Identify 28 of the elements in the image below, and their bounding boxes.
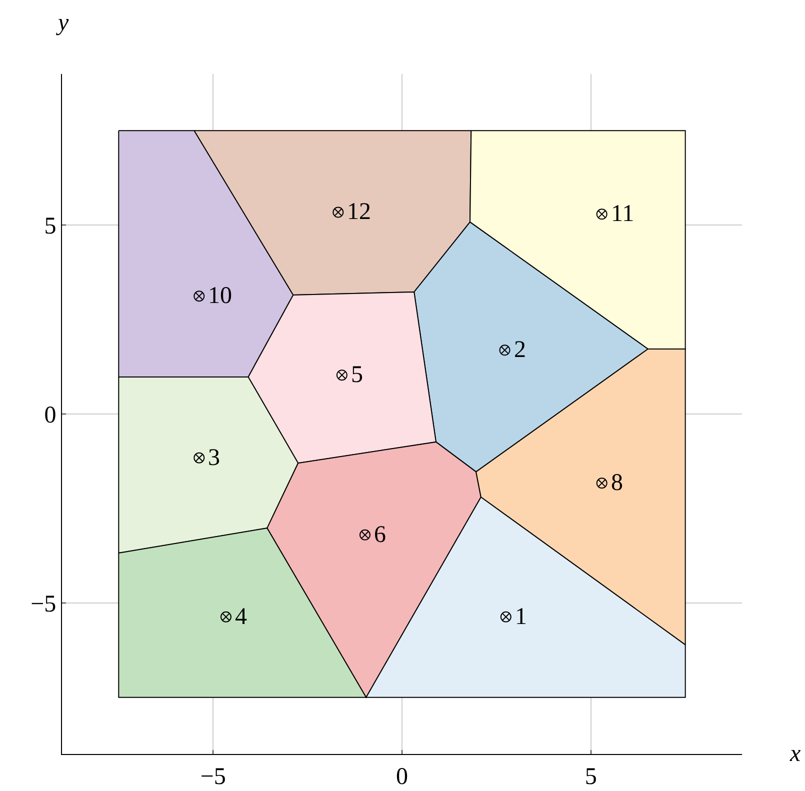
annotation: 11 — [611, 201, 634, 227]
annotation: 1 — [515, 604, 527, 630]
annotation: 2 — [514, 337, 526, 363]
point — [360, 529, 370, 540]
point — [220, 611, 232, 622]
point — [596, 208, 608, 220]
point — [499, 344, 510, 356]
x-tick-label: 0 — [396, 764, 408, 790]
y-tick-label: 5 — [44, 214, 56, 240]
y-axis-title: y — [56, 10, 69, 36]
point — [194, 290, 205, 302]
annotation: 4 — [235, 604, 247, 630]
annotation: 6 — [374, 522, 386, 548]
annotation: 8 — [611, 470, 623, 496]
annotation: 5 — [351, 362, 363, 388]
point — [194, 452, 205, 464]
y-tick-label: 0 — [44, 402, 56, 428]
annotation: 3 — [208, 445, 220, 471]
point — [500, 611, 512, 622]
point — [336, 370, 348, 381]
x-tick-label: −5 — [200, 764, 226, 790]
point — [596, 478, 608, 489]
x-axis-title: x — [789, 741, 801, 767]
x-tick-label: 5 — [584, 764, 597, 790]
y-tick-label: −5 — [30, 591, 56, 618]
annotation: 10 — [208, 283, 232, 309]
point — [332, 206, 344, 218]
annotation: 12 — [347, 199, 371, 225]
